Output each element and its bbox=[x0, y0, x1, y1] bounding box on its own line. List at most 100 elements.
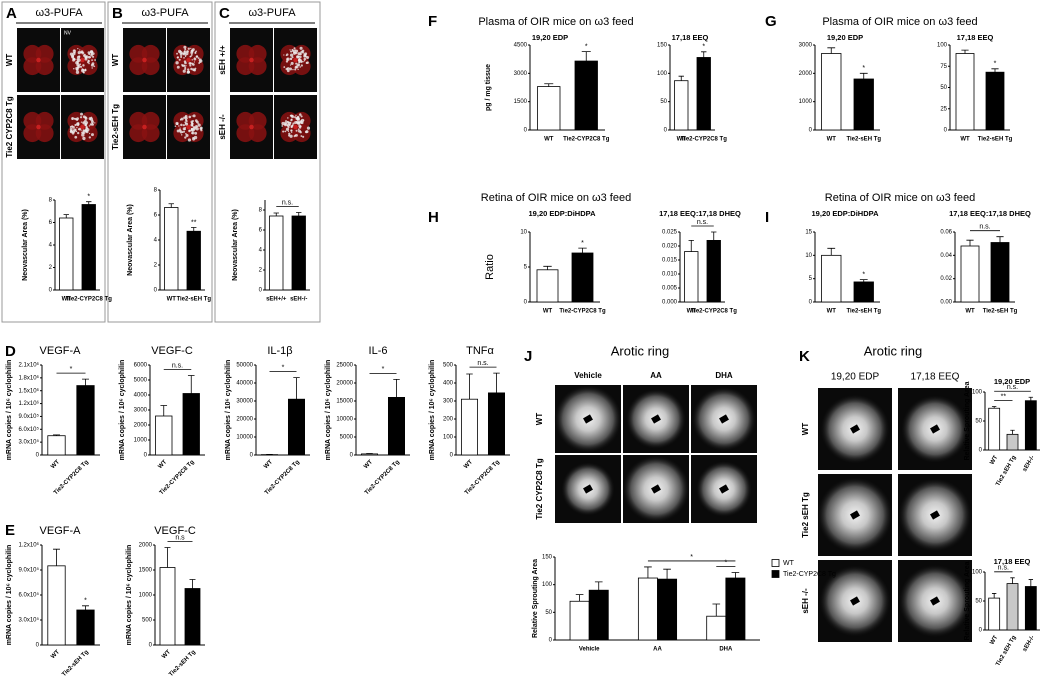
y-tick-label: 4500 bbox=[514, 43, 528, 49]
y-tick-label: 0 bbox=[36, 643, 40, 649]
panel-header: ω3-PUFA bbox=[248, 7, 296, 19]
error-bar bbox=[644, 566, 652, 579]
optic-disc bbox=[142, 124, 147, 130]
neovascular-tuft bbox=[73, 68, 75, 70]
y-tick-label: 0.010 bbox=[662, 272, 678, 278]
error-bar bbox=[544, 83, 554, 87]
y-tick-label: 1500 bbox=[514, 99, 528, 105]
retina-lobe bbox=[141, 44, 160, 63]
y-tick-label: 40000 bbox=[236, 381, 253, 387]
neovascular-tuft bbox=[185, 65, 187, 67]
y-tick-label: 0 bbox=[154, 288, 158, 294]
panel-letter: G bbox=[765, 13, 777, 30]
error-bar bbox=[1028, 396, 1034, 401]
neovascular-tuft bbox=[289, 134, 293, 138]
y-tick-label: 3.0x10⁵ bbox=[18, 439, 39, 446]
retina-lobe bbox=[141, 111, 160, 130]
neovascular-tuft bbox=[83, 121, 85, 123]
retina-lobe bbox=[236, 111, 255, 130]
y-tick-label: 15000 bbox=[336, 399, 353, 405]
bar bbox=[960, 245, 980, 303]
neovascular-tuft bbox=[303, 60, 306, 62]
neovascular-tuft bbox=[289, 53, 294, 57]
y-tick-label: 0 bbox=[259, 288, 263, 294]
row-label: sEH +/+ bbox=[218, 45, 227, 75]
significance: * bbox=[382, 366, 385, 373]
neovascular-tuft bbox=[72, 49, 76, 53]
chart-title: 17,18 EEQ:17,18 DHEQ bbox=[949, 209, 1031, 218]
y-tick-label: 100 bbox=[937, 43, 948, 49]
neovascular-tuft bbox=[76, 117, 79, 121]
neovascular-tuft bbox=[287, 125, 289, 127]
panel-header: Arotic ring bbox=[611, 343, 670, 358]
neovascular-tuft bbox=[176, 65, 180, 69]
neovascular-tuft bbox=[305, 61, 308, 65]
y-tick-label: 2000 bbox=[139, 543, 153, 549]
bar bbox=[76, 609, 95, 646]
x-tick-label: WT bbox=[677, 137, 687, 143]
retina-lobe bbox=[23, 124, 42, 143]
neovascular-tuft bbox=[285, 119, 287, 122]
y-tick-label: 10 bbox=[520, 230, 527, 236]
neovascular-tuft bbox=[294, 68, 297, 71]
bar bbox=[571, 252, 594, 303]
x-tick-label: WT bbox=[960, 137, 970, 143]
neovascular-tuft bbox=[191, 115, 193, 117]
y-axis-label: mRNA copies / 10⁶ cyclophilin bbox=[6, 545, 13, 646]
neovascular-tuft bbox=[294, 134, 297, 137]
error-bar bbox=[663, 568, 671, 580]
chart-title: 17,18 EEQ bbox=[957, 33, 994, 42]
error-bar bbox=[191, 227, 197, 232]
ring-lumen bbox=[583, 414, 593, 424]
neovascular-tuft bbox=[82, 64, 85, 67]
bar bbox=[569, 600, 590, 641]
neovascular-tuft bbox=[285, 127, 290, 131]
x-tick-label: DHA bbox=[719, 647, 733, 653]
section-heading: Retina of OIR mice on ω3 feed bbox=[825, 192, 975, 204]
x-tick-label: WT bbox=[827, 137, 837, 143]
neovascular-tuft bbox=[79, 49, 81, 51]
retina-lobe bbox=[35, 111, 54, 130]
panel-letter: H bbox=[428, 209, 439, 226]
x-tick-label: sEH-/- bbox=[1022, 635, 1036, 653]
neovascular-tuft bbox=[187, 138, 192, 142]
error-bar bbox=[731, 572, 740, 579]
neovascular-tuft bbox=[76, 55, 81, 60]
y-tick-label: 2.1x10⁶ bbox=[19, 362, 40, 369]
optic-disc bbox=[80, 124, 85, 130]
y-tick-label: 0.015 bbox=[662, 258, 678, 264]
significance: * bbox=[84, 598, 87, 605]
error-bar bbox=[187, 375, 195, 394]
bar bbox=[182, 393, 200, 456]
x-tick-label: sEH-/- bbox=[290, 297, 307, 303]
neovascular-tuft bbox=[176, 56, 179, 59]
neovascular-tuft bbox=[188, 115, 192, 119]
chart-title: VEGF-A bbox=[40, 525, 82, 537]
neovascular-tuft bbox=[286, 120, 289, 123]
y-tick-label: 0.02 bbox=[940, 276, 952, 282]
retina-lobe bbox=[248, 111, 267, 130]
neovascular-tuft bbox=[292, 68, 294, 71]
neovascular-tuft bbox=[298, 53, 300, 55]
significance: n.s. bbox=[697, 219, 708, 226]
column-label: 17,18 EEQ bbox=[911, 372, 960, 383]
retina-lobe bbox=[35, 44, 54, 63]
y-tick-label: 50 bbox=[545, 610, 552, 616]
y-tick-label: 0 bbox=[549, 638, 553, 644]
x-tick-label: WT bbox=[50, 649, 61, 660]
retina-lobe bbox=[23, 57, 42, 76]
neovascular-tuft bbox=[180, 117, 184, 121]
y-tick-label: 400 bbox=[443, 381, 454, 387]
neovascular-tuft bbox=[184, 55, 187, 58]
bar bbox=[186, 230, 201, 291]
neovascular-tuft bbox=[184, 126, 186, 129]
y-tick-label: 1.8x10⁶ bbox=[19, 374, 40, 381]
neovascular-tuft bbox=[183, 50, 186, 53]
neovascular-tuft bbox=[193, 68, 196, 72]
bar bbox=[1024, 400, 1037, 451]
x-tick-label: Tie2-CYP2C8 Tg bbox=[691, 309, 738, 315]
y-tick-label: 2 bbox=[154, 263, 158, 269]
neovascular-tuft bbox=[302, 51, 305, 54]
neovascular-tuft bbox=[185, 132, 187, 135]
y-tick-label: 6 bbox=[154, 213, 158, 219]
